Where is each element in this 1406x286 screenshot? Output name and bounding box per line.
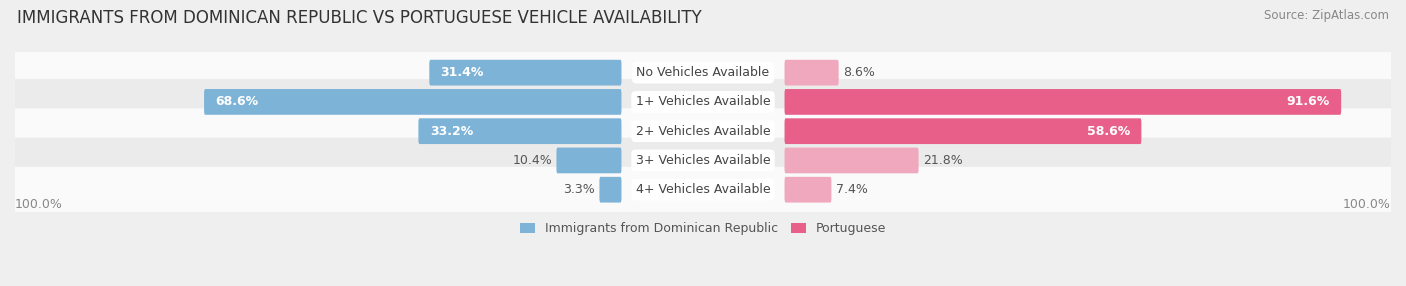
FancyBboxPatch shape xyxy=(785,148,918,173)
Text: 100.0%: 100.0% xyxy=(1343,198,1391,211)
FancyBboxPatch shape xyxy=(599,177,621,202)
FancyBboxPatch shape xyxy=(13,50,1393,96)
FancyBboxPatch shape xyxy=(785,89,1341,115)
Text: 21.8%: 21.8% xyxy=(924,154,963,167)
Text: 10.4%: 10.4% xyxy=(512,154,553,167)
Text: 2+ Vehicles Available: 2+ Vehicles Available xyxy=(636,125,770,138)
FancyBboxPatch shape xyxy=(13,108,1393,154)
Legend: Immigrants from Dominican Republic, Portuguese: Immigrants from Dominican Republic, Port… xyxy=(515,217,891,241)
Text: 31.4%: 31.4% xyxy=(440,66,484,79)
Text: 33.2%: 33.2% xyxy=(430,125,472,138)
Text: 8.6%: 8.6% xyxy=(844,66,875,79)
Text: No Vehicles Available: No Vehicles Available xyxy=(637,66,769,79)
FancyBboxPatch shape xyxy=(785,60,838,86)
Text: 68.6%: 68.6% xyxy=(215,96,259,108)
FancyBboxPatch shape xyxy=(785,118,1142,144)
FancyBboxPatch shape xyxy=(557,148,621,173)
Text: 91.6%: 91.6% xyxy=(1286,96,1330,108)
Text: IMMIGRANTS FROM DOMINICAN REPUBLIC VS PORTUGUESE VEHICLE AVAILABILITY: IMMIGRANTS FROM DOMINICAN REPUBLIC VS PO… xyxy=(17,9,702,27)
FancyBboxPatch shape xyxy=(13,138,1393,183)
Text: 4+ Vehicles Available: 4+ Vehicles Available xyxy=(636,183,770,196)
Text: 7.4%: 7.4% xyxy=(835,183,868,196)
FancyBboxPatch shape xyxy=(204,89,621,115)
Text: 58.6%: 58.6% xyxy=(1087,125,1130,138)
FancyBboxPatch shape xyxy=(13,167,1393,212)
FancyBboxPatch shape xyxy=(429,60,621,86)
FancyBboxPatch shape xyxy=(785,177,831,202)
Text: 3.3%: 3.3% xyxy=(564,183,595,196)
Text: 3+ Vehicles Available: 3+ Vehicles Available xyxy=(636,154,770,167)
Text: 1+ Vehicles Available: 1+ Vehicles Available xyxy=(636,96,770,108)
FancyBboxPatch shape xyxy=(13,79,1393,125)
FancyBboxPatch shape xyxy=(419,118,621,144)
Text: 100.0%: 100.0% xyxy=(15,198,63,211)
Text: Source: ZipAtlas.com: Source: ZipAtlas.com xyxy=(1264,9,1389,21)
